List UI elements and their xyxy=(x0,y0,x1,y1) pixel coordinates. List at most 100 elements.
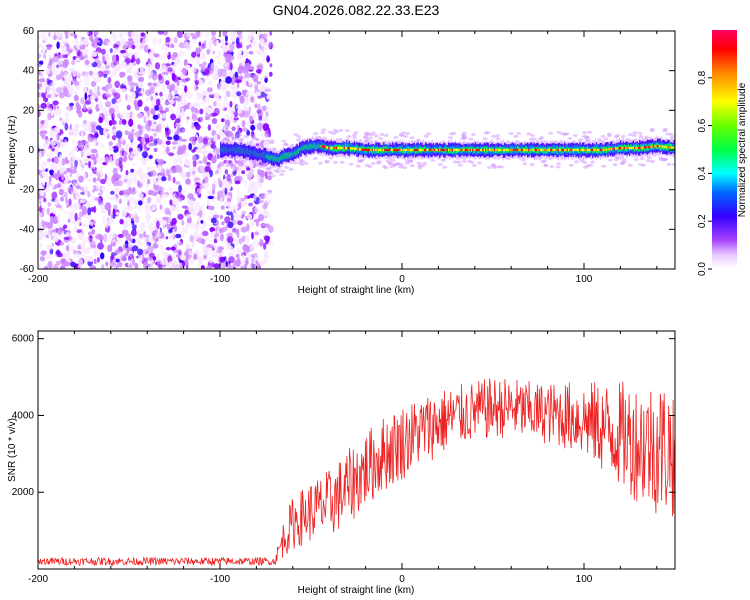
heatmap-noise-cell xyxy=(157,165,163,171)
heatmap-halo-cell xyxy=(461,160,467,163)
heatmap-noise-cell xyxy=(178,51,183,58)
heatmap-noise-cell xyxy=(74,123,78,132)
colorbar-tick-label: 0.8 xyxy=(697,70,708,84)
heatmap-peak-cell xyxy=(519,148,521,152)
heatmap-peak-cell xyxy=(556,148,558,152)
heatmap-noise-cell xyxy=(188,199,194,207)
heatmap-peak-cell xyxy=(604,148,607,151)
heatmap-noise-cell xyxy=(138,129,143,136)
heatmap-noise-cell xyxy=(219,170,222,174)
heatmap-halo-cell xyxy=(358,159,364,163)
heatmap-noise-cell xyxy=(137,192,144,199)
heatmap-noise-cell xyxy=(196,188,203,194)
heatmap-halo-cell xyxy=(666,163,672,166)
heatmap-halo-cell xyxy=(582,131,588,135)
heatmap-noise-cell xyxy=(42,180,46,186)
heatmap-peak-cell xyxy=(448,148,450,152)
heatmap-noise-cell xyxy=(64,122,69,131)
heatmap-noise-cell xyxy=(53,235,59,243)
heatmap-halo-cell xyxy=(416,138,422,142)
heatmap-halo-cell xyxy=(281,139,287,143)
heatmap-noise-cell xyxy=(239,95,245,104)
heatmap-noise-cell xyxy=(245,257,249,266)
heatmap-peak-cell xyxy=(569,148,571,152)
heatmap-noise-cell xyxy=(131,162,137,166)
heatmap-peak-cell xyxy=(392,148,394,152)
heatmap-halo-cell xyxy=(223,137,228,141)
heatmap-noise-cell xyxy=(249,243,254,251)
heatmap-noise-cell xyxy=(184,85,188,93)
heatmap-halo-cell xyxy=(662,129,668,133)
heatmap-halo-cell xyxy=(393,135,399,139)
heatmap-noise-cell xyxy=(71,220,77,225)
heatmap-signal-cell xyxy=(307,145,310,150)
heatmap-peak-cell xyxy=(514,148,516,152)
heatmap-noise-cell xyxy=(240,226,248,233)
heatmap-peak-cell xyxy=(402,148,404,152)
heatmap-noise-cell xyxy=(213,101,217,107)
heatmap-noise-cell xyxy=(122,189,126,194)
heatmap-noise-cell xyxy=(221,45,229,53)
heatmap-signal-cell xyxy=(267,155,269,159)
heatmap-noise-cell xyxy=(244,180,248,189)
heatmap-noise-cell xyxy=(184,158,189,165)
heatmap-noise-cell xyxy=(202,152,206,157)
heatmap-signal-cell xyxy=(249,149,251,157)
heatmap-noise-cell xyxy=(45,44,53,48)
colorbar-tick-label: 0.4 xyxy=(697,166,708,180)
heatmap-noise-cell xyxy=(146,256,153,261)
heatmap-halo-cell xyxy=(461,136,467,140)
heatmap-peak-cell xyxy=(621,146,623,150)
heatmap-noise-cell xyxy=(254,231,260,236)
heatmap-noise-cell xyxy=(84,80,90,87)
heatmap-peak-cell xyxy=(496,148,498,152)
heatmap-halo-cell xyxy=(513,134,519,138)
heatmap-noise-cell xyxy=(161,176,167,182)
heatmap-noise-cell xyxy=(217,68,223,78)
heatmap-signal-cell xyxy=(572,149,575,154)
heatmap-noise-cell xyxy=(83,172,86,180)
heatmap-noise-cell xyxy=(40,102,47,109)
heatmap-noise-cell xyxy=(262,123,270,132)
heatmap-noise-cell xyxy=(264,250,268,258)
heatmap-noise-cell xyxy=(204,166,211,173)
heatmap-halo-cell xyxy=(661,158,667,162)
heatmap-noise-cell xyxy=(230,85,237,90)
heatmap-noise-cell xyxy=(59,154,62,159)
heatmap-signal-cell xyxy=(315,145,317,150)
snr-y-tick-label: 4000 xyxy=(12,410,35,421)
heatmap-noise-cell xyxy=(65,196,68,205)
heatmap-noise-cell xyxy=(82,87,88,93)
heatmap-noise-cell xyxy=(154,105,159,111)
heatmap-halo-cell xyxy=(225,138,231,142)
heatmap-noise-cell xyxy=(241,120,246,128)
heatmap-halo-cell xyxy=(339,160,345,164)
heatmap-noise-cell xyxy=(54,53,58,57)
heatmap-noise-cell xyxy=(170,113,177,121)
heatmap-noise-cell xyxy=(127,233,131,242)
heatmap-peak-cell xyxy=(547,148,549,152)
heatmap-noise-cell xyxy=(185,171,191,178)
heatmap-halo-cell xyxy=(293,133,299,136)
heatmap-peak-cell xyxy=(506,148,509,152)
heatmap-noise-cell xyxy=(213,71,219,78)
heatmap-peak-cell xyxy=(571,148,573,152)
heatmap-peak-cell xyxy=(509,148,511,152)
heatmap-peak-cell xyxy=(523,148,525,152)
heatmap-halo-cell xyxy=(645,159,651,163)
heatmap-peak-cell xyxy=(635,146,637,150)
heatmap-halo-cell xyxy=(312,156,318,160)
heatmap-signal-cell xyxy=(258,150,260,159)
heatmap-peak-cell xyxy=(381,148,384,152)
heatmap-noise-cell xyxy=(248,172,254,178)
heatmap-noise-cell xyxy=(111,98,116,105)
heatmap-noise-cell xyxy=(195,123,201,131)
heatmap-noise-cell xyxy=(125,57,131,64)
heatmap-peak-cell xyxy=(425,148,427,152)
heatmap-halo-cell xyxy=(239,137,245,141)
heatmap-peak-cell xyxy=(513,148,515,152)
heatmap-signal-cell xyxy=(232,144,235,156)
heatmap-noise-cell xyxy=(38,185,44,192)
heatmap-halo-cell xyxy=(364,131,369,135)
heatmap-halo-cell xyxy=(238,139,244,142)
